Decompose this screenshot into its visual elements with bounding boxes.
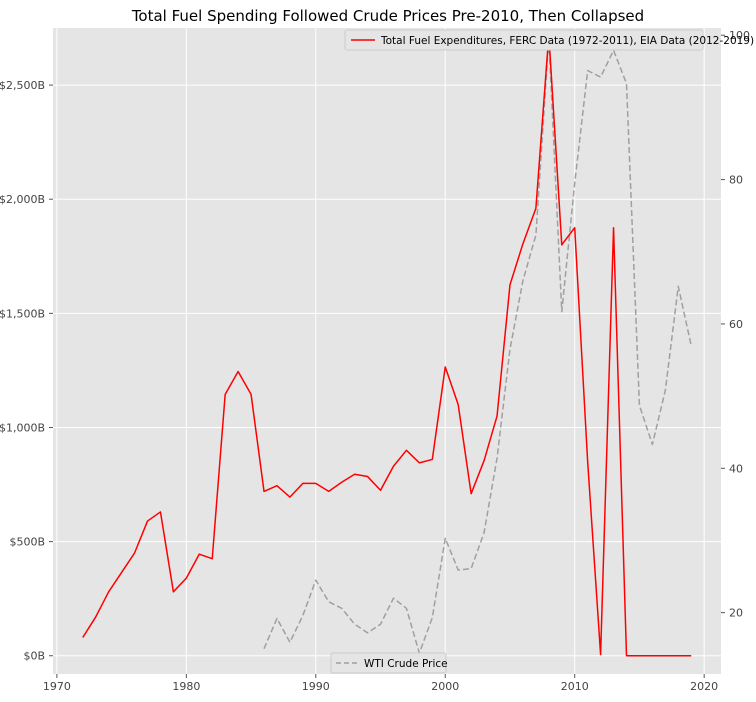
series-line-fuel-expenditures: [82, 34, 692, 657]
x-tick-label: 1980: [172, 680, 200, 693]
y-tick-label: $2,500B: [0, 79, 45, 92]
x-axis: 1970 1980 1990 2000 2010 2020: [43, 674, 718, 693]
y-tick-label: $500B: [9, 536, 45, 549]
grid: [53, 28, 721, 674]
y2-tick-label: 20: [729, 607, 743, 620]
legend-bottom: WTI Crude Price: [330, 652, 448, 674]
x-tick-label: 2020: [690, 680, 718, 693]
series-line-wti-crude-price: [263, 37, 692, 654]
x-tick-label: 1970: [43, 680, 71, 693]
plot-area: [53, 28, 721, 674]
y-axis-left: $0B $500B $1,000B $1,500B $2,000B $2,500B: [0, 79, 53, 663]
y2-tick-label: 100: [729, 29, 750, 42]
y-tick-label: $2,000B: [0, 193, 45, 206]
y2-tick-label: 40: [729, 462, 743, 475]
chart-title: Total Fuel Spending Followed Crude Price…: [131, 7, 644, 25]
legend-bottom-box: [330, 652, 447, 674]
series-layer: [82, 34, 692, 657]
y-tick-label: $1,500B: [0, 307, 45, 320]
legend-bottom-label: WTI Crude Price: [364, 658, 448, 670]
y2-tick-label: 60: [729, 318, 743, 331]
y2-tick-label: 80: [729, 174, 743, 187]
legend-top: Total Fuel Expenditures, FERC Data (1972…: [344, 29, 754, 51]
y-tick-label: $0B: [23, 650, 45, 663]
legend-top-box: [344, 29, 704, 51]
x-tick-label: 2000: [431, 680, 459, 693]
legend-top-label: Total Fuel Expenditures, FERC Data (1972…: [380, 35, 754, 47]
x-tick-label: 2010: [561, 680, 589, 693]
y-tick-label: $1,000B: [0, 421, 45, 434]
x-tick-label: 1990: [302, 680, 330, 693]
y-axis-right: 20 40 60 80 100: [721, 29, 750, 620]
